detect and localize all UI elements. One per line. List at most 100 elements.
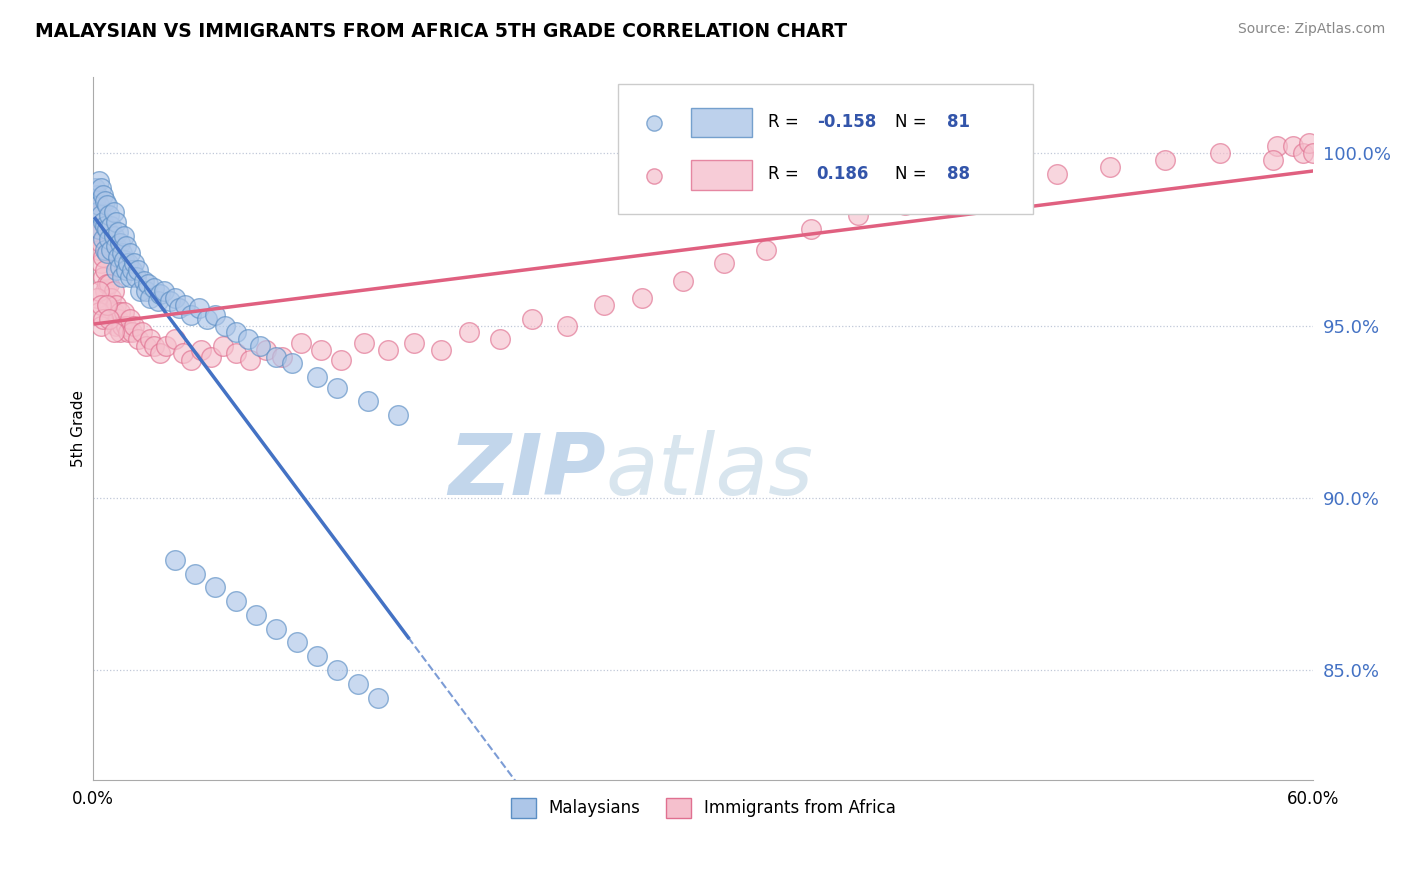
Point [89,243,111,257]
Point [214,318,236,333]
Point [143,339,166,353]
Text: R =: R = [768,165,804,184]
Point [1098,160,1121,174]
Point [245,607,267,622]
Point [225,594,247,608]
Point [93,215,115,229]
Point [114,239,136,253]
Point [800,222,823,236]
Point [89,174,111,188]
Point [239,353,262,368]
Point [111,246,134,260]
Point [104,215,127,229]
Point [212,339,235,353]
Point [1153,153,1175,168]
Point [153,284,176,298]
Point [143,280,166,294]
Point [236,332,259,346]
Point [149,287,172,301]
Point [94,219,117,233]
Point [326,380,349,394]
Point [631,291,654,305]
Point [148,294,170,309]
Point [86,187,108,202]
FancyBboxPatch shape [617,85,1032,214]
Point [103,326,125,340]
Point [555,318,578,333]
Point [225,346,247,360]
Point [305,370,328,384]
Point [264,350,287,364]
Point [84,194,107,209]
Point [290,335,312,350]
Point [96,277,118,292]
Point [592,298,614,312]
Text: MALAYSIAN VS IMMIGRANTS FROM AFRICA 5TH GRADE CORRELATION CHART: MALAYSIAN VS IMMIGRANTS FROM AFRICA 5TH … [35,22,848,41]
Point [1261,153,1284,168]
Point [104,298,127,312]
Point [90,318,112,333]
Point [94,263,117,277]
Point [163,291,186,305]
Point [103,204,125,219]
Text: R =: R = [768,112,804,131]
Point [136,277,159,292]
Point [90,298,112,312]
Point [86,291,108,305]
Point [167,301,190,316]
Text: 88: 88 [948,165,970,184]
Point [96,246,118,260]
Point [309,343,332,357]
Point [132,274,155,288]
Point [121,263,143,277]
Point [96,298,118,312]
Point [96,298,118,312]
Text: 0.186: 0.186 [817,165,869,184]
Point [254,343,277,357]
Point [98,298,121,312]
Point [285,635,308,649]
Point [89,284,111,298]
Text: -0.158: -0.158 [817,112,876,131]
Point [112,253,135,268]
Point [430,343,453,357]
Point [122,256,145,270]
Point [346,677,368,691]
Point [1209,146,1232,161]
Point [89,304,111,318]
Point [139,332,162,346]
Point [100,219,122,233]
Point [86,228,108,243]
Point [104,318,127,333]
Point [458,326,481,340]
Point [93,187,115,202]
Point [98,208,121,222]
Point [225,326,247,340]
Point [135,284,157,298]
Point [755,243,778,257]
Point [1282,139,1305,153]
Point [111,318,134,333]
Point [195,311,218,326]
Point [90,256,112,270]
Point [131,326,153,340]
Point [89,222,111,236]
Point [93,311,115,326]
Point [387,408,409,422]
Point [155,339,177,353]
Point [111,270,134,285]
Point [118,246,141,260]
Point [264,622,287,636]
Point [942,187,965,202]
Legend: Malaysians, Immigrants from Africa: Malaysians, Immigrants from Africa [503,791,903,825]
Text: N =: N = [894,112,932,131]
Point [117,256,139,270]
Point [357,394,380,409]
Point [94,194,117,209]
Text: ZIP: ZIP [449,430,606,513]
Point [522,311,544,326]
Point [204,580,226,594]
Point [117,326,139,340]
Point [1046,167,1069,181]
Point [90,208,112,222]
